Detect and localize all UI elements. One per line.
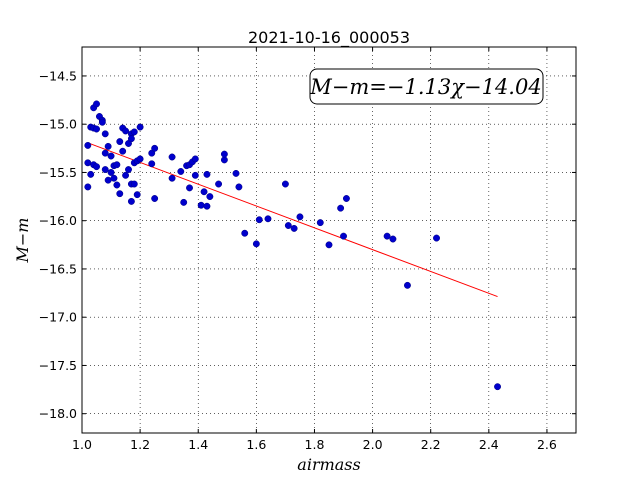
axis-ticks: 1.0 1.2 1.4 1.6 1.8 2.0 2.2 2.4 2.6 −14.5 −15.0 −15… — [39, 47, 576, 452]
data-point — [151, 195, 159, 202]
data-point — [151, 144, 159, 152]
x-tick-label: 2.6 — [537, 437, 557, 452]
data-point — [93, 100, 100, 108]
data-point — [232, 169, 240, 177]
data-point — [325, 241, 333, 249]
data-point — [168, 153, 176, 161]
data-point — [113, 181, 121, 189]
data-point — [197, 201, 205, 209]
data-point — [316, 219, 324, 227]
x-tick-label: 1.0 — [72, 437, 92, 452]
data-point — [342, 195, 350, 202]
data-point — [104, 142, 112, 150]
data-point — [84, 141, 92, 149]
data-point — [220, 156, 228, 164]
data-point — [119, 147, 127, 155]
data-point — [104, 176, 112, 184]
data-points — [84, 100, 501, 391]
data-point — [241, 229, 249, 237]
x-tick-label: 1.6 — [246, 437, 266, 452]
data-point — [177, 168, 185, 175]
data-point — [93, 125, 100, 133]
data-point — [296, 213, 304, 221]
data-point — [220, 150, 228, 158]
data-point — [235, 183, 243, 191]
data-point — [215, 180, 223, 188]
data-point — [84, 183, 92, 191]
x-tick-label: 1.2 — [130, 437, 150, 452]
data-point — [494, 383, 501, 391]
equation-text: M−m=−1.13χ−14.04 — [309, 75, 541, 99]
data-point — [284, 222, 292, 229]
plot-area — [82, 47, 576, 433]
data-point — [180, 198, 188, 206]
x-tick-label: 1.4 — [188, 437, 208, 452]
data-point — [98, 118, 106, 126]
y-axis-label: M−m — [13, 218, 32, 264]
equation-box — [309, 68, 544, 105]
fit-line-group — [87, 142, 498, 298]
data-point — [110, 174, 118, 182]
data-point — [116, 190, 124, 198]
data-point — [107, 169, 115, 176]
data-point — [148, 160, 156, 168]
data-point — [127, 135, 135, 143]
data-point — [203, 202, 211, 210]
data-point — [290, 224, 298, 232]
chart-title: 2021-10-16_000053 — [248, 28, 410, 48]
plot-frame — [81, 46, 577, 434]
y-tick-label: −14.5 — [39, 68, 77, 83]
data-point — [186, 184, 193, 192]
equation-annotation: M−m=−1.13χ−14.04 — [309, 68, 544, 105]
data-point — [337, 204, 345, 212]
data-point — [433, 234, 440, 242]
data-point — [383, 232, 391, 240]
data-point — [101, 166, 109, 174]
data-point — [252, 240, 260, 248]
data-point — [200, 188, 208, 196]
data-point — [255, 216, 263, 224]
data-point — [130, 180, 138, 188]
data-point — [107, 152, 115, 160]
y-tick-label: −17.0 — [39, 310, 77, 325]
data-point — [101, 130, 109, 138]
data-point — [168, 174, 176, 182]
data-point — [122, 171, 130, 179]
data-point — [130, 128, 138, 136]
data-point — [93, 163, 100, 171]
x-axis-label: airmass — [297, 455, 360, 474]
y-tick-label: −15.5 — [39, 165, 77, 180]
y-tick-label: −18.0 — [39, 406, 77, 421]
data-point — [113, 161, 121, 169]
data-point — [264, 215, 272, 223]
data-point — [87, 170, 95, 178]
y-tick-label: −17.5 — [39, 358, 77, 373]
data-point — [127, 197, 135, 205]
data-point — [125, 166, 132, 174]
x-tick-label: 2.2 — [421, 437, 441, 452]
fit-line — [87, 142, 498, 298]
data-point — [84, 159, 92, 167]
data-point — [116, 138, 124, 146]
data-point — [191, 155, 199, 163]
y-tick-label: −16.5 — [39, 261, 77, 276]
data-point — [389, 235, 397, 243]
y-tick-label: −16.0 — [39, 213, 77, 228]
data-point — [281, 180, 289, 188]
data-point — [136, 155, 144, 163]
y-tick-label: −15.0 — [39, 117, 77, 132]
x-tick-label: 2.0 — [363, 437, 383, 452]
data-point — [404, 281, 411, 289]
data-point — [101, 149, 109, 157]
x-tick-label: 2.4 — [479, 437, 499, 452]
data-point — [191, 171, 199, 179]
data-point — [203, 170, 211, 178]
data-point — [136, 123, 144, 131]
data-point — [133, 191, 141, 199]
x-tick-label: 1.8 — [305, 437, 325, 452]
data-point — [122, 127, 130, 135]
data-point — [340, 232, 347, 240]
data-point — [206, 193, 214, 201]
